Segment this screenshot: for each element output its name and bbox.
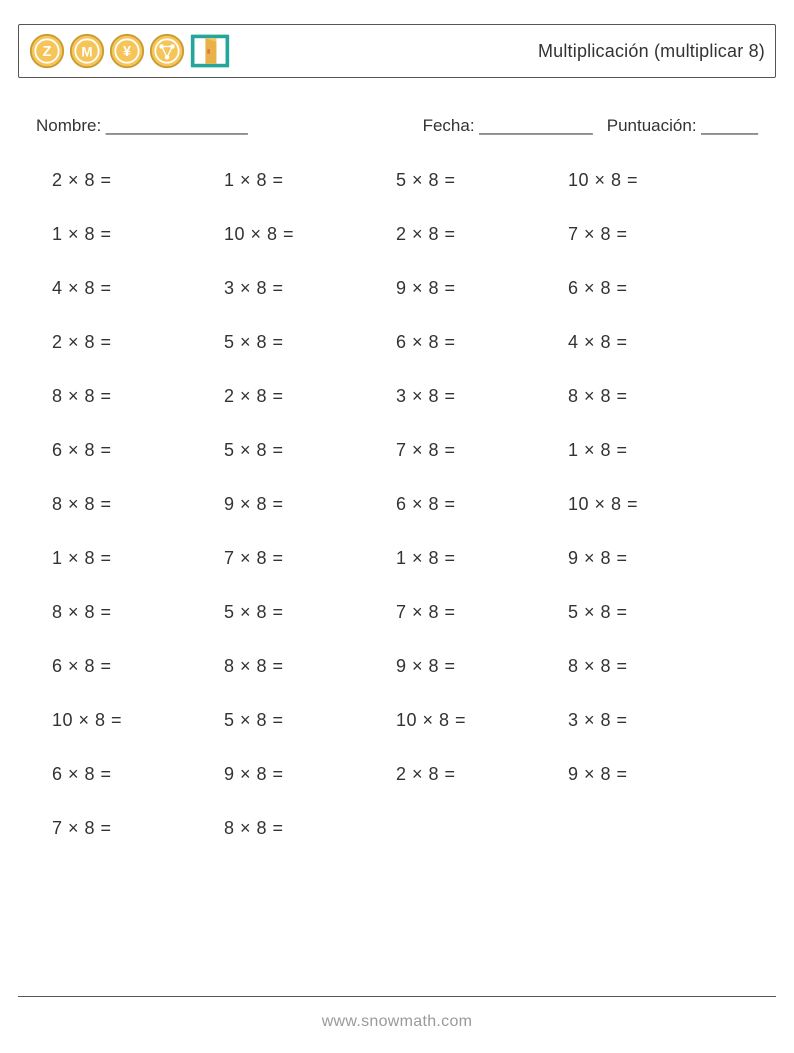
multiplication-problem: 2 × 8 = [396, 224, 568, 245]
multiplication-problem: 8 × 8 = [224, 818, 396, 839]
multiplication-problem: 2 × 8 = [52, 332, 224, 353]
worksheet-page: Z M ¥ [0, 0, 794, 1053]
multiplication-problem: 9 × 8 = [568, 764, 740, 785]
worksheet-title: Multiplicación (multiplicar 8) [538, 41, 765, 62]
multiplication-problem: 1 × 8 = [224, 170, 396, 191]
monero-icon: M [69, 33, 105, 69]
multiplication-problem: 9 × 8 = [396, 656, 568, 677]
multiplication-problem: 3 × 8 = [568, 710, 740, 731]
problem-grid: 2 × 8 =1 × 8 =5 × 8 =10 × 8 =1 × 8 =10 ×… [52, 170, 776, 839]
footer-divider [18, 996, 776, 997]
multiplication-problem: 9 × 8 = [224, 494, 396, 515]
name-field: Nombre: _______________ [36, 116, 248, 136]
footer-url: www.snowmath.com [0, 1013, 794, 1031]
multiplication-problem: 1 × 8 = [396, 548, 568, 569]
svg-text:M: M [81, 44, 92, 59]
multiplication-problem: 7 × 8 = [568, 224, 740, 245]
multiplication-problem: 5 × 8 = [224, 710, 396, 731]
multiplication-problem: 8 × 8 = [52, 494, 224, 515]
multiplication-problem [396, 818, 568, 839]
multiplication-problem: 10 × 8 = [396, 710, 568, 731]
multiplication-problem: 6 × 8 = [568, 278, 740, 299]
multiplication-problem: 6 × 8 = [396, 332, 568, 353]
multiplication-problem: 3 × 8 = [224, 278, 396, 299]
multiplication-problem: 1 × 8 = [568, 440, 740, 461]
ripple-icon [149, 33, 185, 69]
svg-text:¥: ¥ [123, 44, 131, 60]
multiplication-problem: 5 × 8 = [224, 440, 396, 461]
multiplication-problem: 7 × 8 = [396, 602, 568, 623]
multiplication-problem: 1 × 8 = [52, 548, 224, 569]
multiplication-problem [568, 818, 740, 839]
multiplication-problem: 5 × 8 = [224, 602, 396, 623]
multiplication-problem: 1 × 8 = [52, 224, 224, 245]
multiplication-problem: 7 × 8 = [396, 440, 568, 461]
yen-icon: ¥ [109, 33, 145, 69]
multiplication-problem: 2 × 8 = [224, 386, 396, 407]
form-row: Nombre: _______________ Fecha: _________… [36, 116, 758, 136]
icon-row: Z M ¥ [29, 32, 231, 70]
multiplication-problem: 9 × 8 = [224, 764, 396, 785]
zcash-icon: Z [29, 33, 65, 69]
multiplication-problem: 9 × 8 = [396, 278, 568, 299]
multiplication-problem: 10 × 8 = [568, 494, 740, 515]
multiplication-problem: 5 × 8 = [396, 170, 568, 191]
multiplication-problem: 6 × 8 = [52, 656, 224, 677]
multiplication-problem: 2 × 8 = [52, 170, 224, 191]
multiplication-problem: 4 × 8 = [568, 332, 740, 353]
multiplication-problem: 6 × 8 = [396, 494, 568, 515]
multiplication-problem: 10 × 8 = [52, 710, 224, 731]
multiplication-problem: 2 × 8 = [396, 764, 568, 785]
multiplication-problem: 8 × 8 = [568, 656, 740, 677]
multiplication-problem: 8 × 8 = [224, 656, 396, 677]
door-icon [189, 32, 231, 70]
svg-text:Z: Z [43, 44, 52, 60]
multiplication-problem: 6 × 8 = [52, 440, 224, 461]
multiplication-problem: 3 × 8 = [396, 386, 568, 407]
date-field: Fecha: ____________ [423, 116, 593, 136]
multiplication-problem: 10 × 8 = [568, 170, 740, 191]
multiplication-problem: 4 × 8 = [52, 278, 224, 299]
multiplication-problem: 10 × 8 = [224, 224, 396, 245]
score-field: Puntuación: ______ [607, 116, 758, 136]
header-box: Z M ¥ [18, 24, 776, 78]
multiplication-problem: 7 × 8 = [52, 818, 224, 839]
multiplication-problem: 7 × 8 = [224, 548, 396, 569]
multiplication-problem: 8 × 8 = [52, 386, 224, 407]
multiplication-problem: 5 × 8 = [568, 602, 740, 623]
multiplication-problem: 9 × 8 = [568, 548, 740, 569]
multiplication-problem: 5 × 8 = [224, 332, 396, 353]
multiplication-problem: 8 × 8 = [568, 386, 740, 407]
multiplication-problem: 6 × 8 = [52, 764, 224, 785]
multiplication-problem: 8 × 8 = [52, 602, 224, 623]
